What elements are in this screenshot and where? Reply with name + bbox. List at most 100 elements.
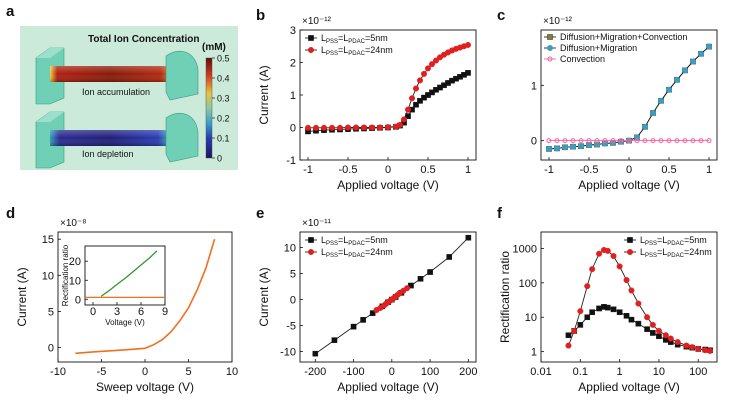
legend-marker: [308, 47, 315, 54]
channel-bottom-depletion: [35, 111, 199, 169]
panel-b-series-1-point: [413, 101, 419, 108]
chart-panel-c: -1 -0.5 0 0.5 1 0 1 ×10⁻¹² Applied voltage (V) Di…: [531, 16, 718, 192]
panel-b-x-tick-label: 1: [465, 164, 471, 176]
panel-b-series-2-point: [337, 124, 344, 131]
inset-y-tick-label: 0: [75, 294, 81, 306]
inset-y-tick-label: 10: [69, 275, 81, 287]
panel-b-series-2-point: [321, 124, 328, 131]
panel-d-x-tick-label: -10: [50, 366, 66, 378]
panel-f-series-2-point: [616, 263, 623, 270]
panel-f-series-2-point: [707, 347, 714, 354]
panel-d-x-tick-label: 0: [142, 366, 148, 378]
panel-c-x-tick-label: -1: [544, 164, 554, 176]
panel-b-x-tick-label: 0: [385, 164, 391, 176]
panel-e-x-tick-label: -100: [343, 366, 365, 378]
panel-b-series-2-point: [369, 124, 376, 131]
panel-e-y-tick-label: 0: [290, 295, 296, 307]
panel-b-y-tick-label: 1: [290, 90, 296, 102]
panel-label-e: e: [256, 205, 264, 222]
panel-f-series-2-point: [644, 314, 651, 321]
panel-c-x-tick-label: 1: [706, 164, 712, 176]
panel-e-y-tick-label: 10: [284, 243, 296, 255]
panel-f-x-tick-label: 10: [653, 366, 665, 378]
inset-x-axis-label: Voltage (V): [105, 318, 145, 327]
panel-e-axes-frame: [299, 231, 477, 363]
panel-f-series-2-point: [584, 283, 591, 290]
panel-d-x-tick-label: 10: [226, 366, 238, 378]
legend-entry-2: LPSS=LPDAC=24nm: [321, 45, 393, 57]
panel-e-y-tick-label: -5: [286, 321, 296, 333]
panel-f-series-2-point: [596, 250, 603, 257]
panel-c-series-2-point: [554, 145, 561, 152]
panel-c-series-3-point: [602, 138, 608, 144]
panel-c-series-3-point: [618, 138, 624, 144]
panel-f-axes-frame: [540, 231, 718, 363]
chart-panel-b: -1 -0.5 0 0.5 1 -1 0 1 2 3 ×10⁻¹² Applied voltage (…: [257, 16, 477, 192]
panel-b-series-2-point: [465, 41, 472, 48]
panel-b-y-axis-label: Current (A): [257, 65, 271, 124]
panel-c-series-2-point: [674, 76, 681, 83]
inset-y-tick-label: 20: [69, 256, 81, 268]
legend-entry-1: Diffusion+Migration+Convection: [560, 32, 687, 42]
legend-entry-3: Convection: [560, 54, 605, 64]
panel-d-y-tick-label: 15: [42, 234, 54, 246]
panel-c-series-3-point: [674, 138, 680, 144]
panel-e-series-1-point: [427, 269, 433, 275]
panel-label-c: c: [497, 7, 505, 24]
panel-c-legend: Diffusion+Migration+ConvectionDiffusion+…: [544, 32, 687, 64]
panel-f-x-axis-label: Applied voltage (V): [578, 380, 679, 394]
panel-f-series-1-point: [644, 326, 650, 332]
panel-f-series-2-point: [589, 266, 596, 273]
panel-c-series-3-point: [698, 138, 704, 144]
panel-f-series-2-point: [662, 332, 669, 339]
inset-x-tick-label: 9: [162, 306, 168, 318]
panel-c-series-3-point: [634, 138, 640, 144]
panel-c-series-3-point: [578, 138, 584, 144]
panel-f-x-tick-label: 1: [617, 366, 623, 378]
panel-c-series-3-point: [626, 138, 632, 144]
panel-b-x-tick-label: -1: [303, 164, 313, 176]
inset-x-tick-label: 3: [114, 306, 120, 318]
panel-f-series-1-point: [656, 333, 662, 340]
panel-c-series-2-point: [570, 143, 577, 150]
panel-b-x-axis-label: Applied voltage (V): [337, 178, 438, 192]
panel-c-series-3-point: [562, 138, 568, 144]
panel-b-y-tick-label: 3: [290, 25, 296, 37]
panel-e-x-axis-label: Applied voltage (V): [337, 380, 438, 394]
panel-e-x-tick-label: 200: [459, 366, 477, 378]
panel-b-series-2-point: [421, 70, 428, 77]
panel-b-series-2-point: [429, 61, 436, 68]
panel-f-series-1-point: [589, 309, 595, 316]
panel-f-x-tick-label: 100: [689, 366, 707, 378]
panel-b-x-tick-label: -0.5: [339, 164, 358, 176]
panel-e-y-axis-label: Current (A): [257, 267, 271, 326]
panel-b-series-2-point: [329, 124, 336, 131]
panel-f-series-2-point: [628, 287, 635, 294]
panel-f-series-1-point: [604, 304, 611, 311]
panel-b-series-1-point: [417, 98, 423, 104]
chart-panel-f: 0.01 0.1 1 10 100 1 10 100 1000 Applied voltage (…: [498, 231, 718, 394]
panel-f-series-2-line: [568, 249, 711, 352]
legend-entry-1: LPSS=LPDAC=5nm: [321, 235, 388, 247]
panel-c-x-tick-label: -0.5: [580, 164, 599, 176]
colorbar-tick-label: 0.5: [217, 54, 230, 64]
panel-d-y-axis-label: Current (A): [15, 267, 29, 326]
panel-c-x-tick-label: 0.5: [661, 164, 676, 176]
panel-e-y-tick-label: -10: [280, 347, 296, 359]
panel-d-y-tick-label: 10: [42, 270, 54, 282]
panel-f-series-1-point: [635, 320, 642, 327]
panel-d-y-multiplier: ×10⁻⁸: [60, 218, 86, 229]
label-ion-depletion: Ion depletion: [82, 149, 134, 159]
panel-c-series-2-point: [594, 141, 601, 148]
panel-c-series-2-point: [698, 50, 705, 57]
panel-e-series-2-point: [404, 285, 411, 292]
panel-b-series-2-point: [405, 106, 412, 113]
legend-marker: [547, 34, 553, 40]
panel-c-series-3-point: [658, 138, 664, 144]
panel-c-series-3-point: [706, 138, 712, 144]
panel-f-series-2-point: [683, 342, 690, 349]
panel-f-series-1-point: [616, 309, 623, 316]
